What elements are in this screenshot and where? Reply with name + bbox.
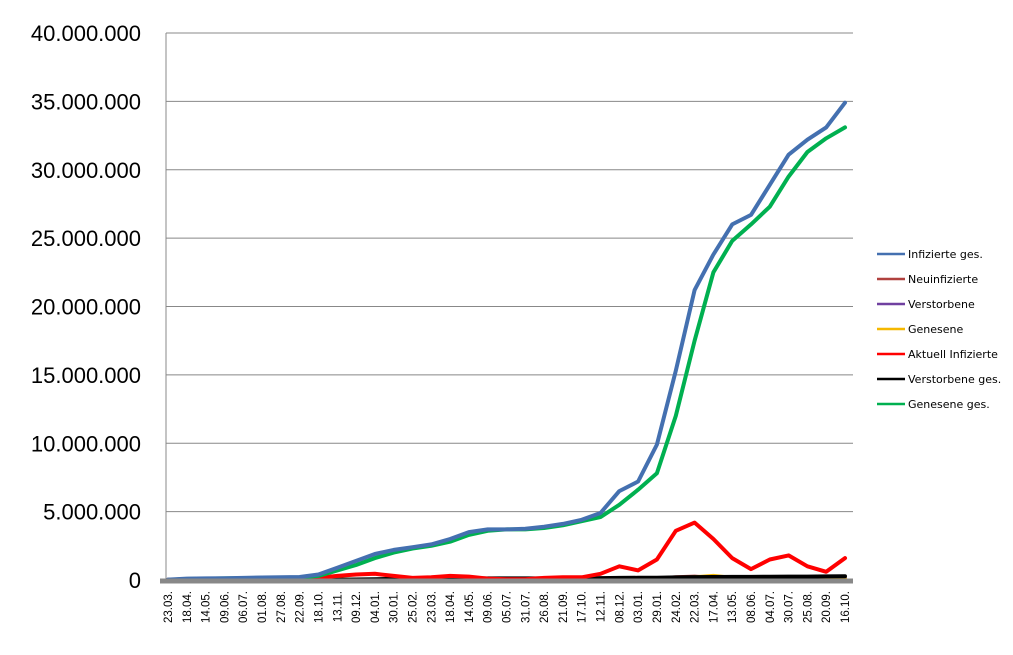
x-tick-label: 18.04. [182, 591, 194, 623]
x-tick-label: 08.12. [614, 591, 626, 623]
legend-label: Verstorbene ges. [908, 373, 1001, 386]
x-tick-label: 26.08. [539, 591, 551, 623]
legend-item: Infizierte ges. [877, 248, 983, 261]
series-line-infizierte-ges [166, 100, 847, 582]
legend-label: Aktuell Infizierte [908, 348, 998, 361]
legend-label: Genesene [908, 323, 964, 336]
legend-label: Verstorbene [908, 298, 975, 311]
x-tick-label: 20.09. [821, 591, 833, 623]
y-tick-label: 20.000.000 [31, 295, 141, 320]
x-tick-label: 30.01. [389, 591, 401, 623]
x-tick-label: 09.06. [219, 591, 231, 623]
x-tick-label: 13.11. [332, 591, 344, 622]
x-tick-label: 24.02. [671, 591, 683, 623]
y-tick-label: 40.000.000 [31, 21, 141, 46]
x-tick-label: 22.09. [295, 591, 307, 623]
x-tick-label: 30.07. [784, 591, 796, 623]
gridlines [166, 32, 853, 513]
y-tick-label: 10.000.000 [31, 431, 141, 456]
x-tick-label: 18.10. [313, 591, 325, 623]
y-tick-label: 30.000.000 [31, 158, 141, 183]
y-axis-ticks: 0 5.000.000 10.000.000 15.000.000 20.000.000… [31, 21, 141, 593]
y-tick-label: 0 [129, 568, 141, 593]
y-tick-label: 35.000.000 [31, 89, 141, 114]
x-tick-label: 23.03. [426, 591, 438, 623]
x-tick-label: 21.09. [558, 591, 570, 623]
x-tick-label: 05.07. [502, 591, 514, 623]
x-tick-label: 25.02. [407, 591, 419, 623]
x-tick-label: 13.05. [727, 591, 739, 623]
x-tick-label: 01.08. [257, 591, 269, 623]
x-tick-label: 14.05. [464, 591, 476, 623]
legend-label: Neuinfizierte [908, 273, 978, 286]
series-lines [166, 100, 847, 582]
x-tick-label: 03.01. [633, 591, 645, 623]
x-tick-label: 12.11. [596, 591, 608, 622]
y-tick-label: 15.000.000 [31, 363, 141, 388]
x-tick-label: 04.07. [765, 591, 777, 623]
x-tick-label: 17.04. [708, 591, 720, 623]
x-tick-label: 08.06. [746, 591, 758, 623]
x-tick-label: 04.01. [370, 591, 382, 623]
legend-item: Verstorbene ges. [877, 373, 1001, 386]
legend-item: Verstorbene [877, 298, 975, 311]
legend-item: Genesene [877, 323, 964, 336]
legend-item: Aktuell Infizierte [877, 348, 998, 361]
x-tick-label: 17.10. [577, 591, 589, 623]
legend: Infizierte ges. Neuinfizierte Verstorbene G… [877, 248, 1001, 411]
x-tick-label: 18.04. [445, 591, 457, 623]
x-tick-label: 16.10. [840, 591, 852, 623]
x-tick-label: 25.08. [802, 591, 814, 623]
x-tick-label: 27.08. [276, 591, 288, 623]
x-axis-ticks: 23.03. 18.04. 14.05. 09.06. 06.07. 01.08. 27.0… [163, 591, 852, 623]
x-tick-label: 06.07. [238, 591, 250, 623]
legend-item: Genesene ges. [877, 398, 990, 411]
legend-item: Neuinfizierte [877, 273, 978, 286]
y-tick-label: 25.000.000 [31, 226, 141, 251]
x-tick-label: 09.12. [351, 591, 363, 623]
x-tick-label: 29.01. [652, 591, 664, 623]
x-tick-label: 22.03. [690, 591, 702, 623]
x-tick-label: 09.06. [483, 591, 495, 623]
x-tick-label: 31.07. [520, 591, 532, 623]
y-tick-label: 5.000.000 [43, 500, 141, 525]
x-tick-label: 14.05. [201, 591, 213, 623]
x-tick-label: 23.03. [163, 591, 175, 623]
legend-label: Genesene ges. [908, 398, 990, 411]
legend-label: Infizierte ges. [908, 248, 983, 261]
